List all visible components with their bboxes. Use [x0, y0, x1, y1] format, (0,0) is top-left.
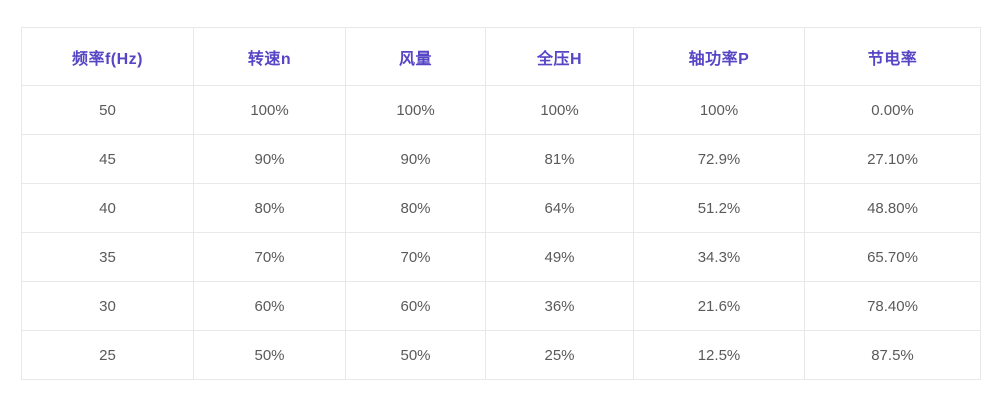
cell-airflow: 60% [345, 281, 486, 331]
cell-shaft-power: 12.5% [633, 330, 805, 380]
cell-frequency: 45 [21, 134, 194, 184]
cell-pressure: 36% [485, 281, 634, 331]
cell-pressure: 81% [485, 134, 634, 184]
cell-power-saving: 65.70% [804, 232, 981, 282]
cell-pressure: 100% [485, 85, 634, 135]
column-header-airflow: 风量 [345, 27, 486, 86]
cell-speed: 60% [193, 281, 346, 331]
table-row: 50 100% 100% 100% 100% 0.00% [21, 85, 981, 135]
cell-power-saving: 0.00% [804, 85, 981, 135]
column-header-frequency: 频率f(Hz) [21, 27, 194, 86]
fan-performance-table: 频率f(Hz) 转速n 风量 全压H 轴功率P 节电率 50 100% 100%… [21, 27, 981, 380]
cell-speed: 50% [193, 330, 346, 380]
cell-speed: 90% [193, 134, 346, 184]
cell-shaft-power: 21.6% [633, 281, 805, 331]
cell-shaft-power: 100% [633, 85, 805, 135]
cell-frequency: 35 [21, 232, 194, 282]
column-header-pressure: 全压H [485, 27, 634, 86]
cell-frequency: 50 [21, 85, 194, 135]
fan-performance-table-container: 频率f(Hz) 转速n 风量 全压H 轴功率P 节电率 50 100% 100%… [21, 27, 981, 380]
table-row: 35 70% 70% 49% 34.3% 65.70% [21, 232, 981, 282]
table-header-row: 频率f(Hz) 转速n 风量 全压H 轴功率P 节电率 [21, 27, 981, 86]
table-row: 45 90% 90% 81% 72.9% 27.10% [21, 134, 981, 184]
column-header-speed: 转速n [193, 27, 346, 86]
cell-power-saving: 87.5% [804, 330, 981, 380]
cell-airflow: 80% [345, 183, 486, 233]
cell-speed: 80% [193, 183, 346, 233]
cell-airflow: 70% [345, 232, 486, 282]
table-row: 30 60% 60% 36% 21.6% 78.40% [21, 281, 981, 331]
cell-pressure: 49% [485, 232, 634, 282]
table-row: 25 50% 50% 25% 12.5% 87.5% [21, 330, 981, 380]
cell-power-saving: 48.80% [804, 183, 981, 233]
column-header-power-saving: 节电率 [804, 27, 981, 86]
cell-airflow: 100% [345, 85, 486, 135]
cell-frequency: 25 [21, 330, 194, 380]
cell-pressure: 25% [485, 330, 634, 380]
cell-speed: 100% [193, 85, 346, 135]
cell-shaft-power: 51.2% [633, 183, 805, 233]
cell-frequency: 30 [21, 281, 194, 331]
table-row: 40 80% 80% 64% 51.2% 48.80% [21, 183, 981, 233]
cell-airflow: 50% [345, 330, 486, 380]
cell-power-saving: 27.10% [804, 134, 981, 184]
cell-speed: 70% [193, 232, 346, 282]
cell-airflow: 90% [345, 134, 486, 184]
cell-pressure: 64% [485, 183, 634, 233]
cell-shaft-power: 34.3% [633, 232, 805, 282]
column-header-shaft-power: 轴功率P [633, 27, 805, 86]
cell-frequency: 40 [21, 183, 194, 233]
cell-power-saving: 78.40% [804, 281, 981, 331]
cell-shaft-power: 72.9% [633, 134, 805, 184]
